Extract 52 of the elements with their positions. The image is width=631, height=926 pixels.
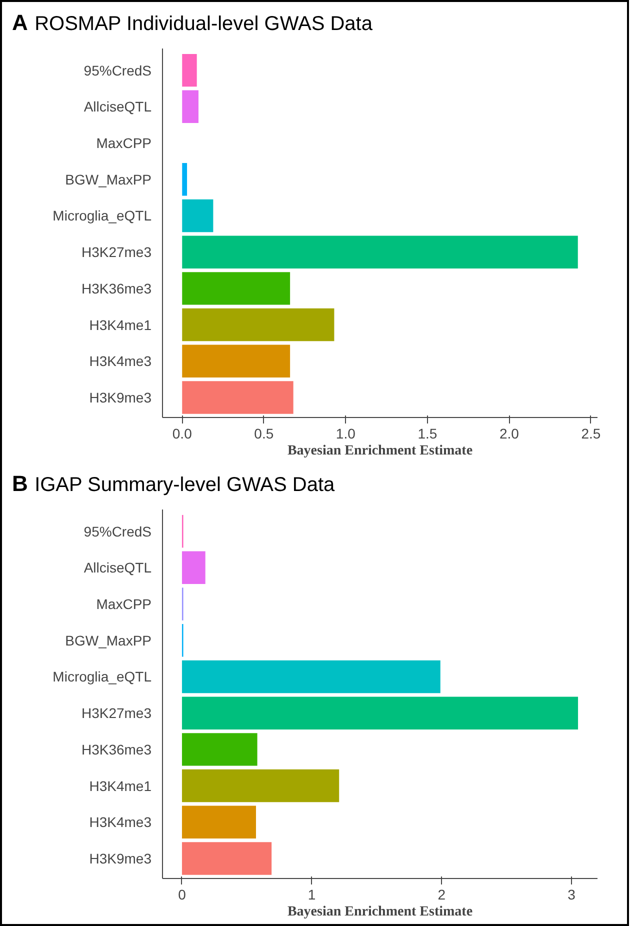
- y-tick-label: BGW_MaxPP: [65, 171, 152, 188]
- y-tick-label: 95%CredS: [84, 523, 152, 540]
- x-tick-label: 0.0: [172, 426, 192, 442]
- y-tick-label: H3K4me3: [89, 353, 152, 370]
- y-tick-label: MaxCPP: [96, 596, 152, 612]
- chart-title: IGAP Summary-level GWAS Data: [34, 474, 335, 496]
- x-axis-title: Bayesian Enrichment Estimate: [287, 904, 473, 920]
- x-tick-label: 0.5: [254, 426, 274, 442]
- bar: [182, 308, 334, 342]
- y-tick-label: 95%CredS: [84, 62, 152, 78]
- x-axis-title: Bayesian Enrichment Estimate: [287, 444, 473, 458]
- y-tick-label: H3K9me3: [89, 850, 152, 867]
- x-tick-label: 0: [178, 886, 186, 902]
- x-tick-label: 1.0: [336, 426, 356, 442]
- y-tick-label: H3K36me3: [81, 741, 152, 758]
- y-tick-label: H3K4me3: [89, 814, 152, 830]
- chart-title: ROSMAP Individual-level GWAS Data: [34, 13, 372, 35]
- bar: [182, 272, 290, 305]
- y-tick-label: H3K36me3: [81, 280, 152, 296]
- x-tick-label: 2: [438, 886, 446, 902]
- y-tick-label: H3K4me1: [89, 316, 152, 333]
- x-tick-label: 1.5: [418, 426, 438, 442]
- bar: [182, 806, 256, 839]
- y-tick-label: AllciseQTL: [84, 560, 152, 576]
- y-tick-label: H3K27me3: [81, 705, 152, 722]
- y-tick-label: H3K4me1: [89, 778, 152, 794]
- y-tick-label: BGW_MaxPP: [65, 632, 152, 648]
- x-tick-label: 1: [308, 886, 316, 902]
- x-tick-label: 2.5: [581, 426, 601, 442]
- bar: [182, 660, 440, 694]
- bar: [182, 381, 294, 414]
- y-tick-label: Microglia_eQTL: [52, 208, 152, 224]
- bar: [182, 90, 198, 124]
- y-tick-label: H3K9me3: [89, 390, 152, 406]
- bar: [182, 54, 197, 87]
- bar: [182, 733, 258, 766]
- bar: [182, 696, 578, 730]
- bar: [182, 769, 340, 802]
- bar: [182, 236, 578, 268]
- bar: [182, 842, 272, 875]
- y-tick-label: H3K27me3: [81, 244, 152, 260]
- bar: [182, 344, 290, 378]
- y-tick-label: Microglia_eQTL: [52, 668, 152, 685]
- x-tick-label: 3: [568, 886, 576, 902]
- x-tick-label: 2.0: [499, 426, 520, 442]
- bar: [182, 551, 206, 584]
- y-tick-label: AllciseQTL: [84, 98, 152, 115]
- bar: [182, 163, 188, 196]
- text: A: [12, 10, 28, 35]
- text: B: [12, 471, 28, 496]
- bar: [182, 199, 214, 232]
- y-tick-label: MaxCPP: [96, 135, 152, 152]
